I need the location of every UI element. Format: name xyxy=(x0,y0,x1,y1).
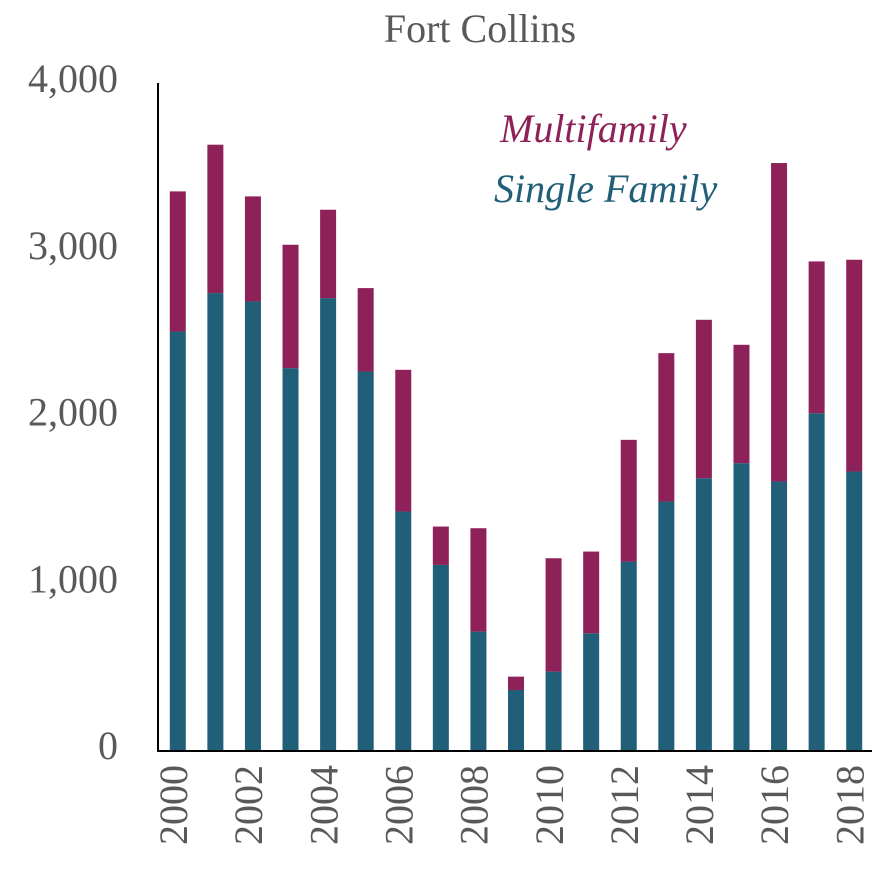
bar-segment xyxy=(545,671,562,750)
y-tick-label: 1,000 xyxy=(28,556,118,601)
bar-segment xyxy=(470,631,487,750)
bar-segment xyxy=(771,163,788,482)
y-tick-label: 3,000 xyxy=(28,223,118,268)
bar-segment xyxy=(282,244,299,369)
x-tick-label: 2018 xyxy=(827,765,872,845)
bar-segment xyxy=(244,301,261,750)
bar-segment xyxy=(470,528,487,632)
bar-segment xyxy=(169,331,186,750)
bar-segment xyxy=(658,353,675,502)
bar-segment xyxy=(808,413,825,750)
bar-segment xyxy=(320,298,337,750)
bar-segment xyxy=(620,439,637,562)
bar-segment xyxy=(357,371,374,750)
chart-title: Fort Collins xyxy=(384,6,576,51)
bar-segment xyxy=(432,564,449,750)
bar-segment xyxy=(357,288,374,372)
y-tick-label: 2,000 xyxy=(28,390,118,435)
x-tick-label: 2000 xyxy=(151,765,196,845)
bar-segment xyxy=(583,551,600,634)
x-tick-label: 2010 xyxy=(527,765,572,845)
bar-segment xyxy=(846,259,863,472)
x-tick-label: 2014 xyxy=(677,765,722,845)
x-tick-label: 2004 xyxy=(301,765,346,845)
bar-segment xyxy=(282,368,299,750)
bar-segment xyxy=(169,191,186,332)
legend-label: Multifamily xyxy=(499,106,687,151)
bar-segment xyxy=(620,561,637,750)
bar-segment xyxy=(808,261,825,414)
bar-segment xyxy=(508,676,524,690)
bar-segment xyxy=(207,293,224,750)
bar-segment xyxy=(545,558,562,672)
bar-segment xyxy=(695,478,712,750)
bar-segment xyxy=(508,689,524,750)
bar-segment xyxy=(695,319,712,479)
bar-segment xyxy=(320,209,337,299)
bar-segment xyxy=(244,196,261,302)
x-tick-label: 2016 xyxy=(752,765,797,845)
x-tick-label: 2006 xyxy=(376,765,421,845)
bar-segment xyxy=(583,633,600,750)
x-tick-label: 2008 xyxy=(452,765,497,845)
bar-segment xyxy=(658,501,675,750)
bar-segment xyxy=(846,471,863,750)
bar-segment xyxy=(733,463,750,750)
y-tick-label: 4,000 xyxy=(28,56,118,101)
x-tick-label: 2012 xyxy=(602,765,647,845)
x-tick-label: 2002 xyxy=(226,765,271,845)
y-tick-label: 0 xyxy=(98,723,118,768)
bar-segment xyxy=(395,511,412,750)
legend-label: Single Family xyxy=(494,166,718,211)
bar-segment xyxy=(733,344,750,464)
bar-segment xyxy=(395,369,412,512)
bar-segment xyxy=(207,144,224,294)
bar-segment xyxy=(771,481,788,750)
bar-segment xyxy=(432,526,449,565)
